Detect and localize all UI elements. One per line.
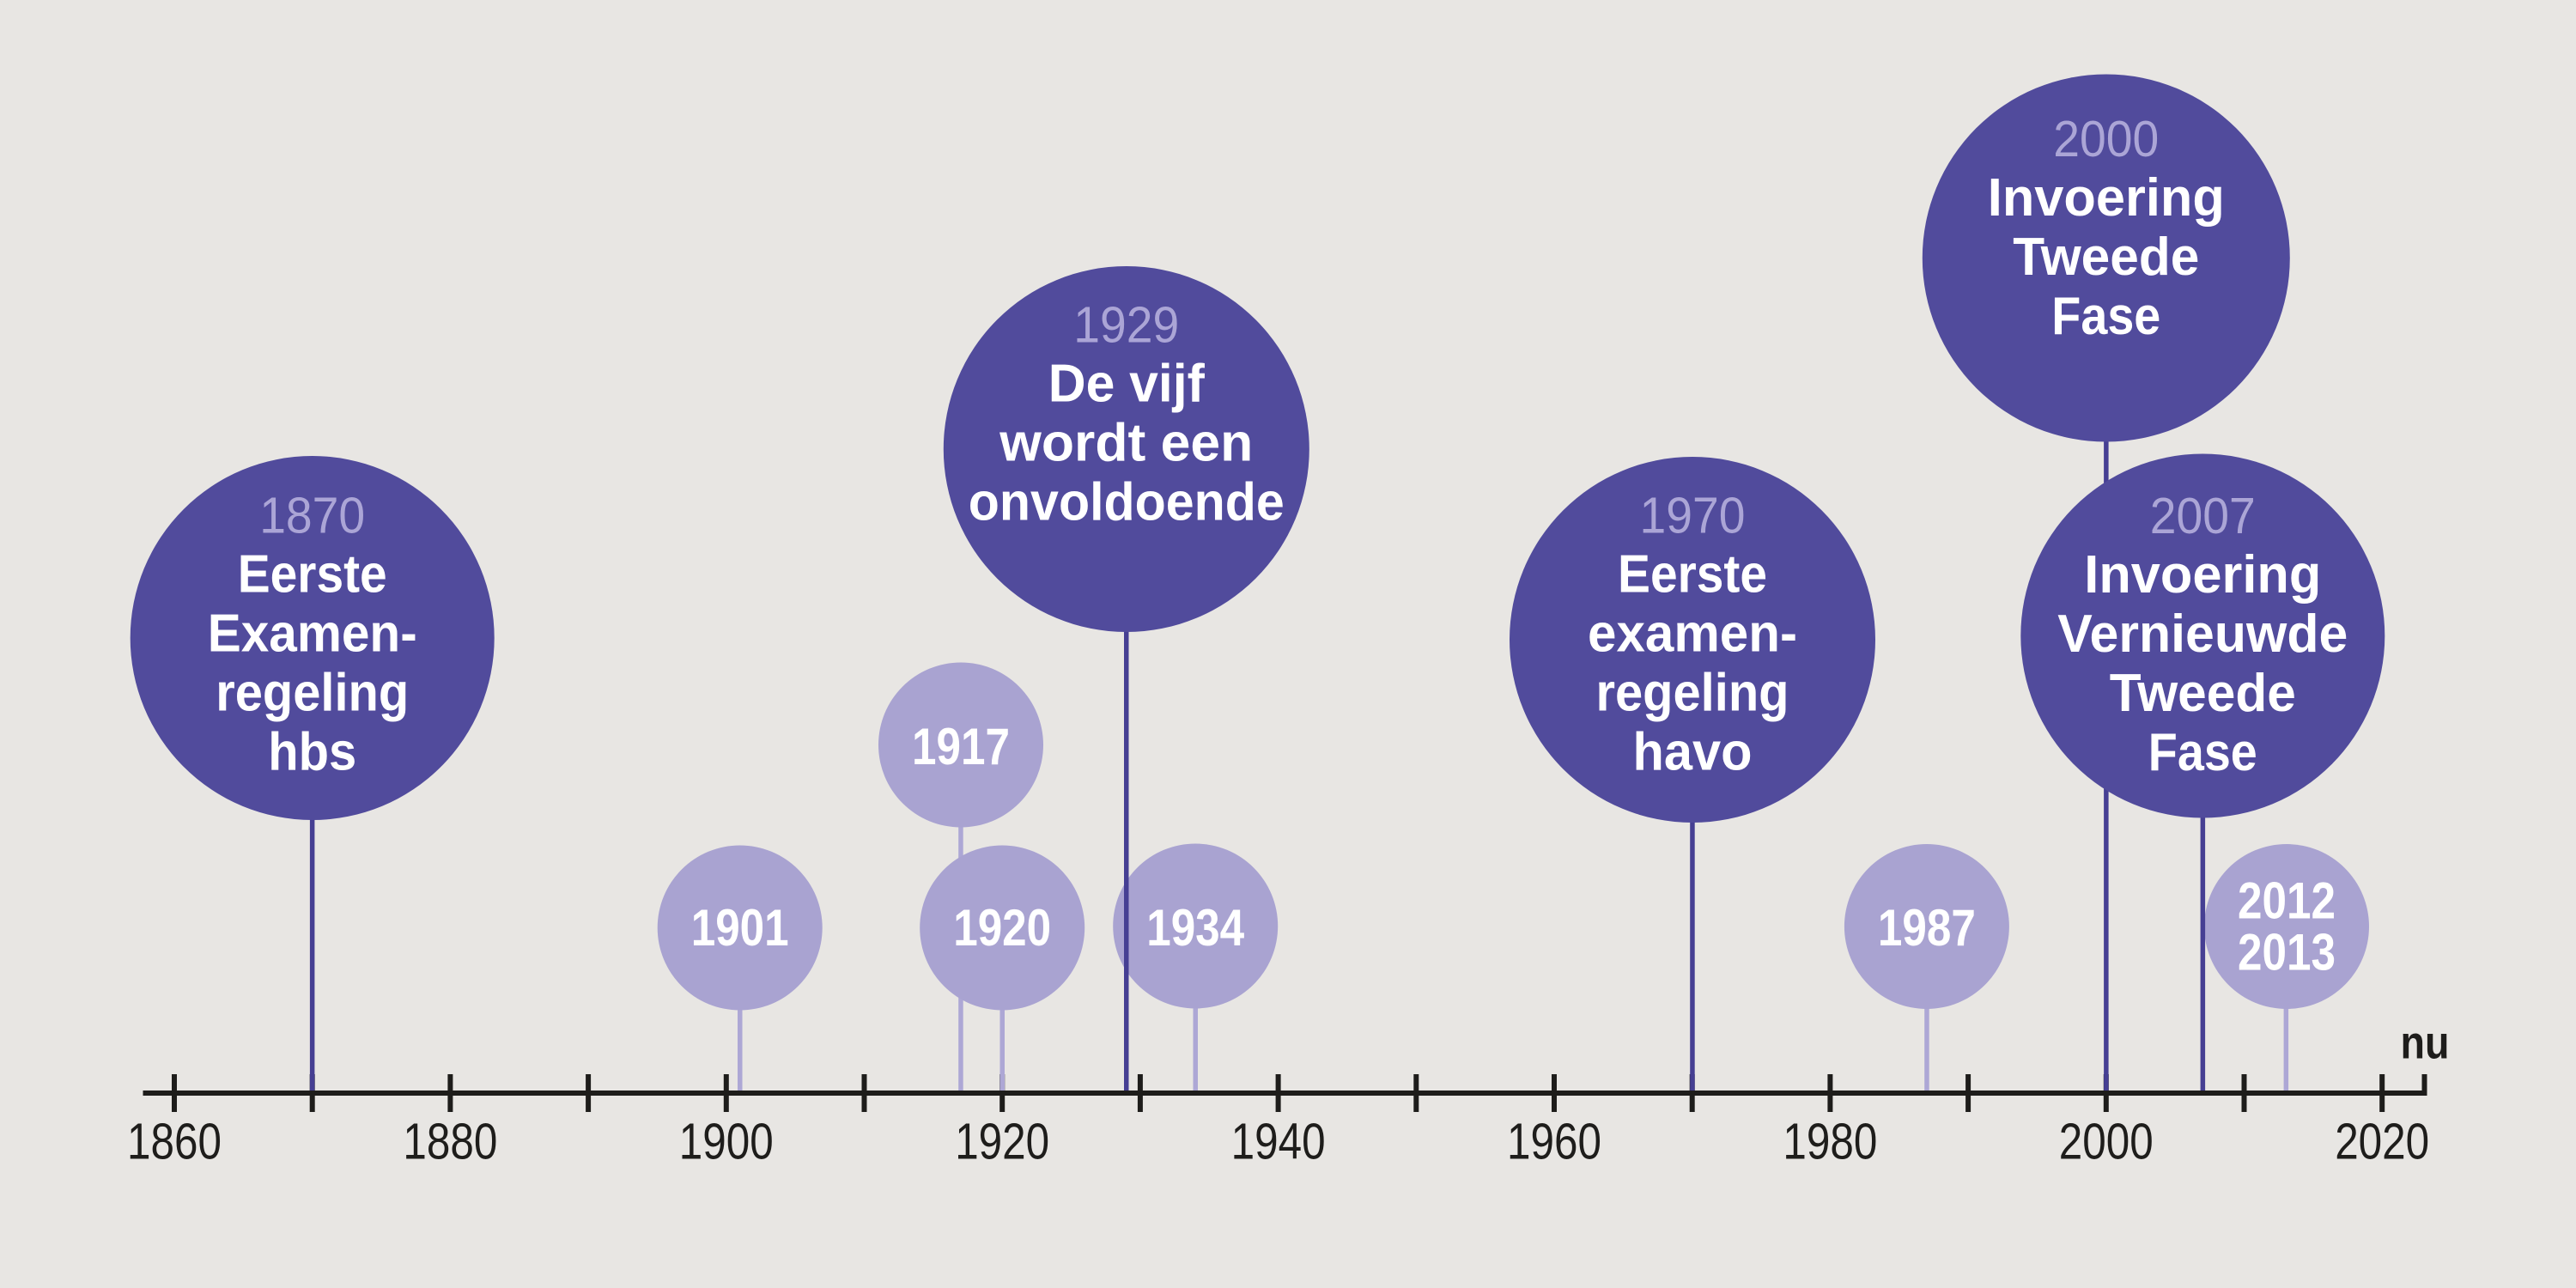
svg-text:onvoldoende: onvoldoende	[969, 472, 1285, 532]
svg-text:1880: 1880	[403, 1114, 497, 1170]
svg-text:1960: 1960	[1507, 1114, 1601, 1170]
svg-text:1970: 1970	[1640, 488, 1746, 544]
svg-text:Fase: Fase	[2148, 723, 2257, 782]
svg-text:regeling: regeling	[1596, 664, 1789, 723]
svg-text:havo: havo	[1633, 723, 1753, 782]
svg-text:2012: 2012	[2238, 872, 2336, 929]
svg-text:De vijf: De vijf	[1048, 354, 1205, 413]
svg-text:2007: 2007	[2150, 488, 2256, 544]
svg-text:hbs: hbs	[268, 723, 356, 782]
svg-text:1917: 1917	[912, 718, 1010, 775]
svg-text:Tweede: Tweede	[2013, 228, 2199, 287]
svg-text:1940: 1940	[1231, 1114, 1326, 1170]
svg-text:Examen-: Examen-	[208, 605, 417, 664]
svg-text:1980: 1980	[1783, 1114, 1877, 1170]
svg-text:1860: 1860	[127, 1114, 222, 1170]
svg-text:1987: 1987	[1878, 899, 1976, 957]
svg-text:2000: 2000	[2053, 111, 2159, 167]
svg-text:1929: 1929	[1073, 296, 1179, 353]
svg-text:2000: 2000	[2059, 1114, 2154, 1170]
svg-text:Eerste: Eerste	[238, 545, 387, 605]
svg-text:Eerste: Eerste	[1618, 545, 1767, 605]
svg-text:nu: nu	[2401, 1018, 2450, 1069]
svg-text:1934: 1934	[1146, 899, 1245, 957]
svg-text:2020: 2020	[2335, 1114, 2429, 1170]
svg-text:Fase: Fase	[2051, 287, 2160, 346]
svg-text:1901: 1901	[691, 899, 789, 957]
svg-text:Vernieuwde: Vernieuwde	[2057, 605, 2348, 664]
svg-text:Invoering: Invoering	[2084, 545, 2321, 605]
svg-text:Invoering: Invoering	[1988, 168, 2225, 228]
svg-text:examen-: examen-	[1588, 605, 1797, 664]
svg-text:Tweede: Tweede	[2110, 664, 2296, 723]
svg-text:1920: 1920	[955, 1114, 1049, 1170]
svg-text:1920: 1920	[953, 899, 1051, 957]
svg-text:2013: 2013	[2238, 924, 2336, 981]
svg-text:1900: 1900	[679, 1114, 774, 1170]
svg-text:wordt een: wordt een	[999, 413, 1253, 472]
svg-text:regeling: regeling	[216, 664, 409, 723]
svg-text:1870: 1870	[259, 488, 365, 544]
